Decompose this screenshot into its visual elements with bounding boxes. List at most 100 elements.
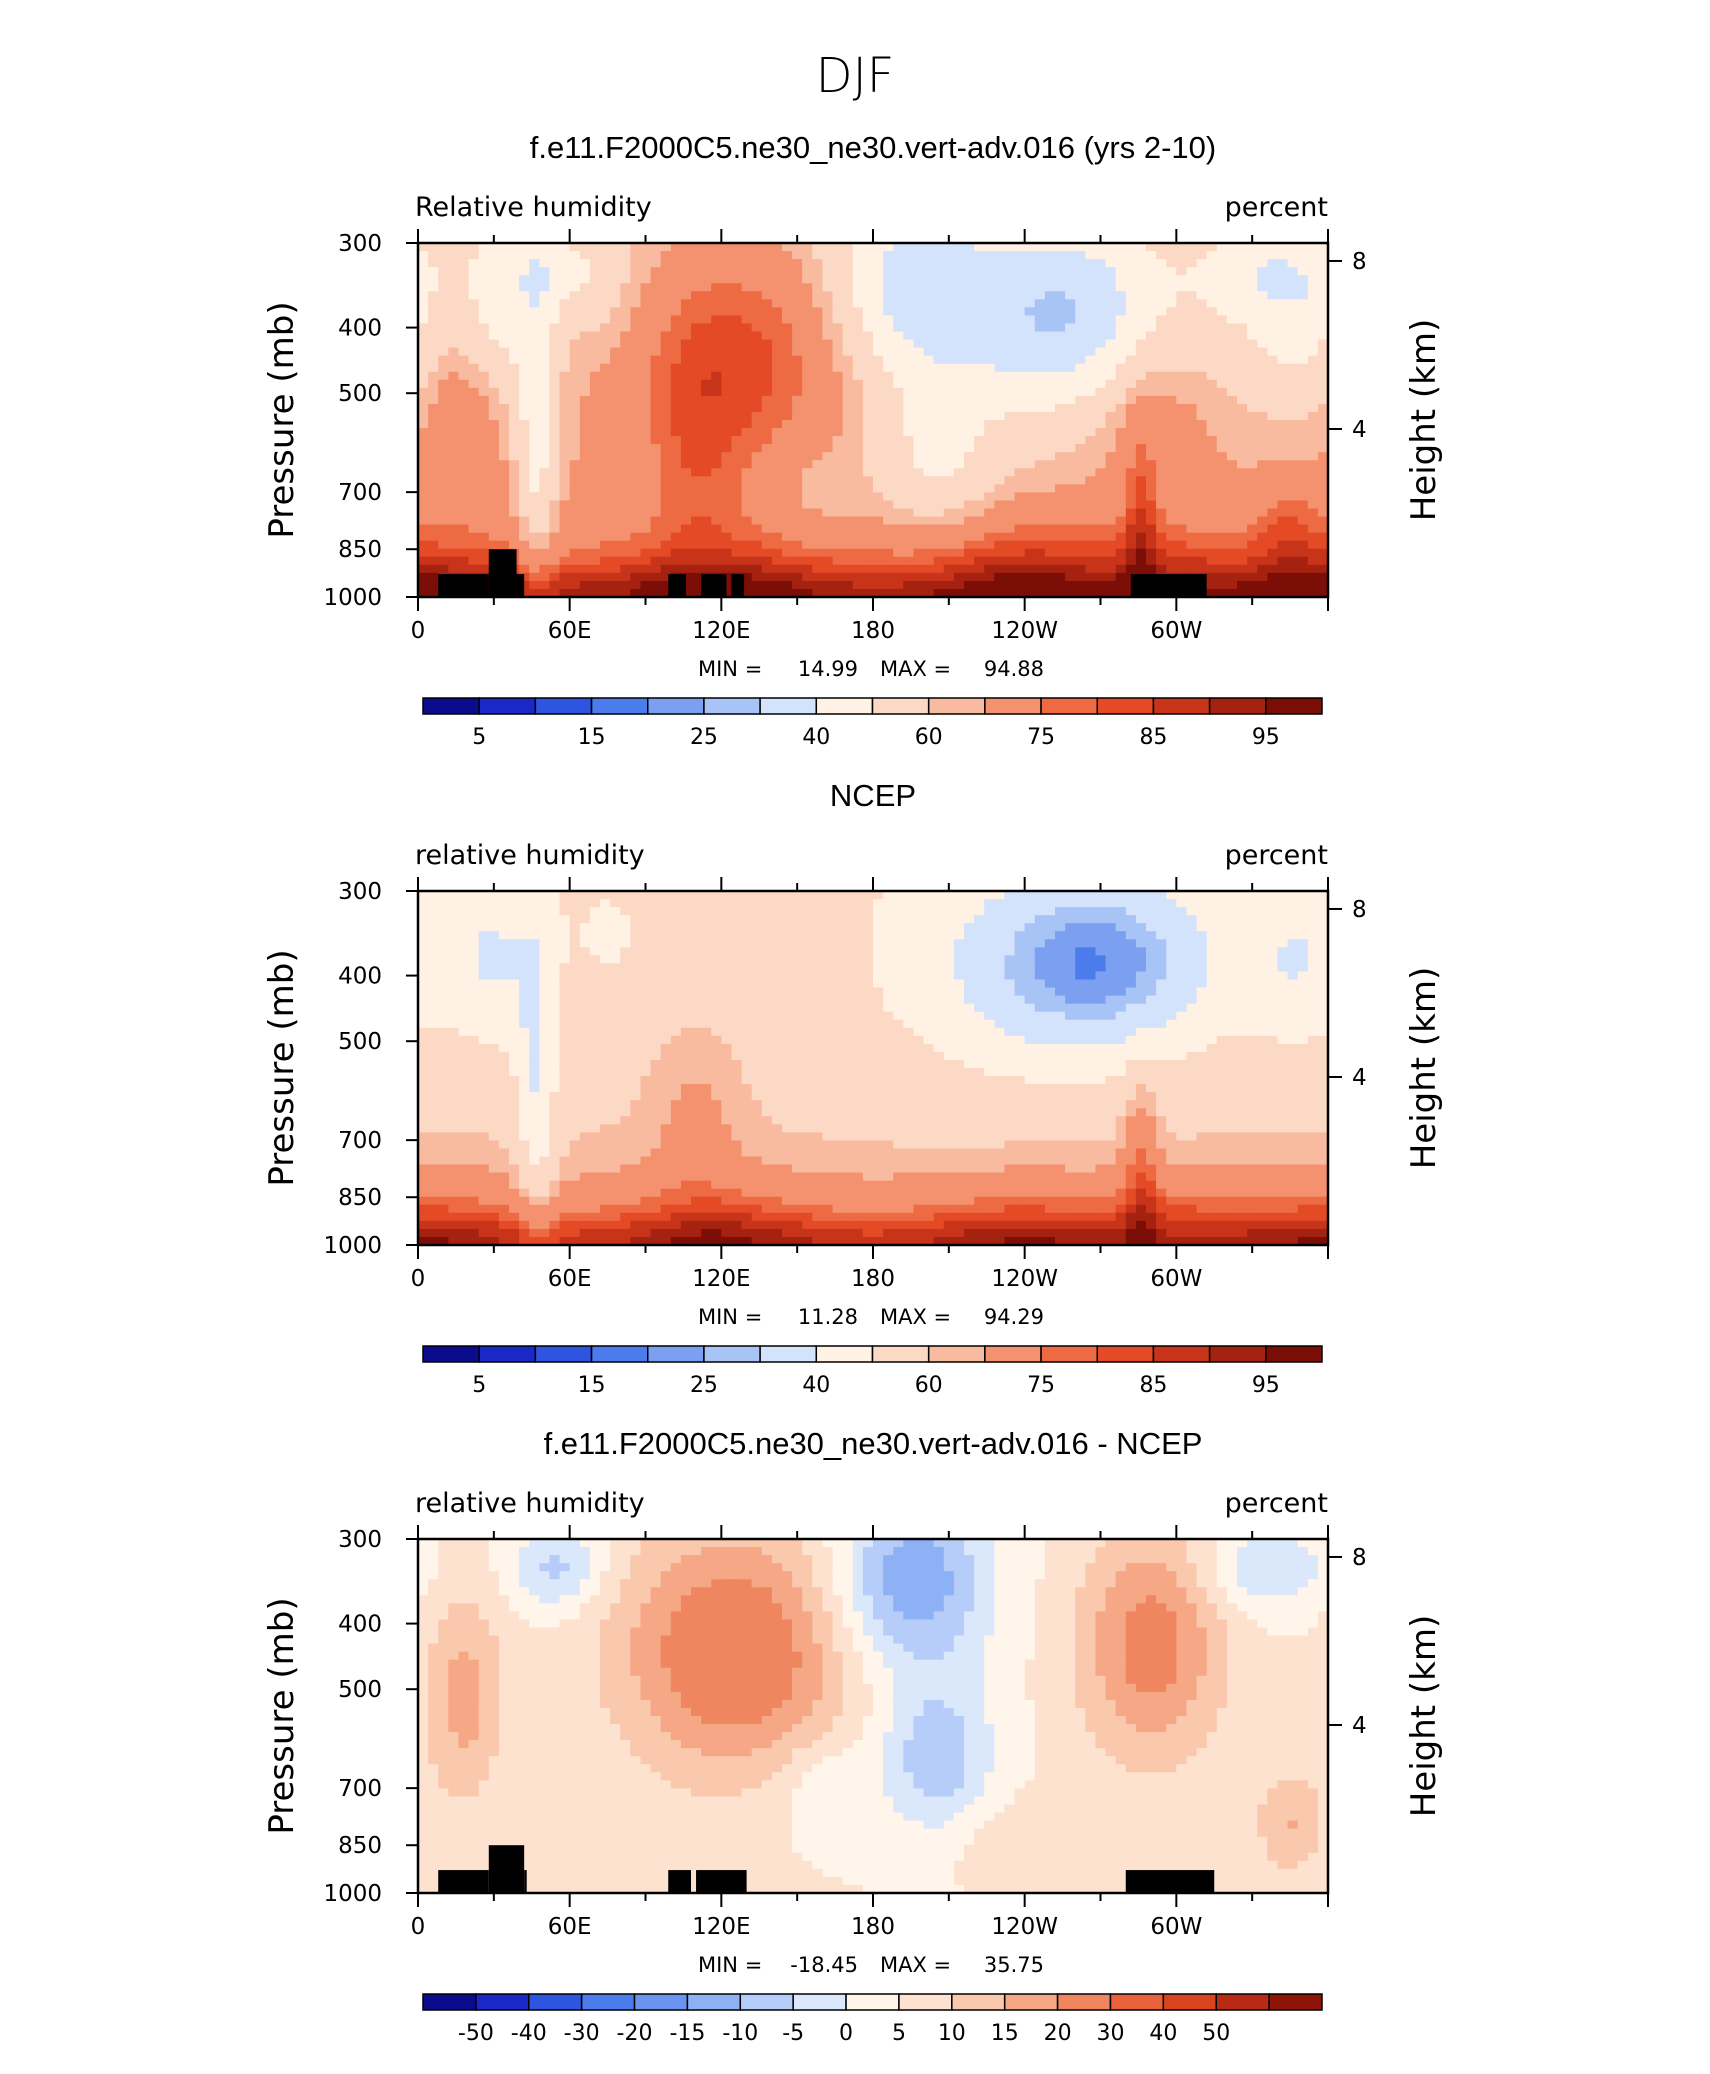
field-cell: [903, 580, 915, 590]
field-cell: [1146, 371, 1157, 381]
field-cell: [458, 403, 470, 413]
field-cell: [893, 548, 904, 558]
field-cell: [1115, 915, 1127, 924]
field-cell: [1196, 484, 1208, 494]
field-cell: [792, 468, 803, 477]
field-cell: [1176, 251, 1188, 260]
field-cell: [751, 339, 763, 349]
field-cell: [640, 939, 652, 948]
field-cell: [711, 379, 722, 389]
field-cell: [670, 436, 682, 445]
field-cell: [974, 323, 985, 333]
field-cell: [1176, 915, 1188, 924]
field-cell: [579, 468, 591, 477]
field-cell: [1034, 267, 1046, 276]
field-cell: [1176, 436, 1188, 445]
field-cell: [610, 580, 621, 590]
field-cell: [1206, 476, 1218, 485]
field-cell: [782, 955, 793, 965]
field-cell: [1317, 508, 1329, 518]
field-cell: [711, 251, 722, 260]
field-cell: [478, 923, 490, 932]
field-cell: [1206, 891, 1218, 900]
field-cell: [994, 516, 1006, 526]
field-cell: [782, 564, 793, 574]
colorbar-swatch: [590, 697, 649, 715]
field-cell: [660, 339, 672, 349]
field-cell: [873, 323, 884, 333]
field-cell: [842, 500, 854, 510]
field-cell: [1115, 524, 1127, 534]
field-cell: [852, 915, 864, 924]
field-cell: [913, 468, 925, 477]
field-cell: [1055, 259, 1066, 268]
field-cell: [680, 403, 692, 413]
field-cell: [670, 315, 682, 325]
field-cell: [478, 955, 490, 965]
field-cell: [852, 963, 864, 973]
field-cell: [1135, 548, 1147, 558]
field-cell: [650, 275, 662, 284]
field-cell: [1156, 532, 1167, 542]
field-cell: [559, 275, 571, 284]
field-cell: [771, 955, 783, 965]
field-cell: [711, 283, 722, 292]
field-cell: [1206, 540, 1218, 550]
field-cell: [1216, 588, 1228, 598]
field-cell: [610, 331, 621, 341]
field-cell: [1166, 371, 1177, 381]
field-cell: [1024, 915, 1036, 924]
field-cell: [953, 299, 965, 308]
field-cell: [701, 283, 712, 292]
field-cell: [842, 315, 854, 325]
field-cell: [792, 492, 803, 502]
field-cell: [610, 508, 621, 518]
field-cell: [802, 907, 813, 916]
field-cell: [1237, 460, 1248, 469]
field-cell: [1004, 251, 1016, 260]
field-cell: [1085, 492, 1097, 502]
field-cell: [923, 411, 935, 421]
field-cell: [1004, 923, 1016, 932]
field-cell: [640, 283, 652, 292]
field-cell: [1055, 251, 1066, 260]
field-cell: [1055, 428, 1066, 437]
field-cell: [448, 500, 460, 510]
field-cell: [620, 444, 631, 453]
field-cell: [1186, 411, 1198, 421]
field-cell: [1277, 939, 1289, 948]
field-cell: [1034, 484, 1046, 494]
field-cell: [539, 580, 551, 590]
field-cell: [569, 291, 581, 300]
field-cell: [832, 339, 844, 349]
field-cell: [984, 243, 995, 252]
field-cell: [994, 315, 1006, 325]
field-cell: [1085, 580, 1097, 590]
field-cell: [1055, 339, 1066, 349]
field-cell: [589, 363, 601, 373]
field-cell: [539, 556, 551, 566]
field-cell: [549, 947, 561, 956]
field-cell: [1024, 331, 1036, 341]
field-cell: [1247, 580, 1258, 590]
field-cell: [1095, 403, 1107, 413]
field-cell: [1287, 532, 1299, 542]
field-cell: [1176, 947, 1188, 956]
field-cell: [1317, 540, 1329, 550]
field-cell: [448, 939, 460, 948]
field-cell: [792, 379, 803, 389]
field-cell: [519, 283, 530, 292]
field-cell: [1095, 939, 1107, 948]
field-cell: [943, 371, 955, 381]
field-cell: [1247, 939, 1258, 948]
field-cell: [1216, 387, 1228, 397]
field-cell: [640, 580, 652, 590]
field-cell: [589, 315, 601, 325]
field-cell: [559, 347, 571, 357]
field-cell: [964, 403, 975, 413]
field-cell: [1297, 588, 1309, 598]
field-cell: [913, 403, 925, 413]
field-cell: [640, 363, 652, 373]
field-cell: [1034, 371, 1046, 381]
field-cell: [569, 899, 581, 908]
